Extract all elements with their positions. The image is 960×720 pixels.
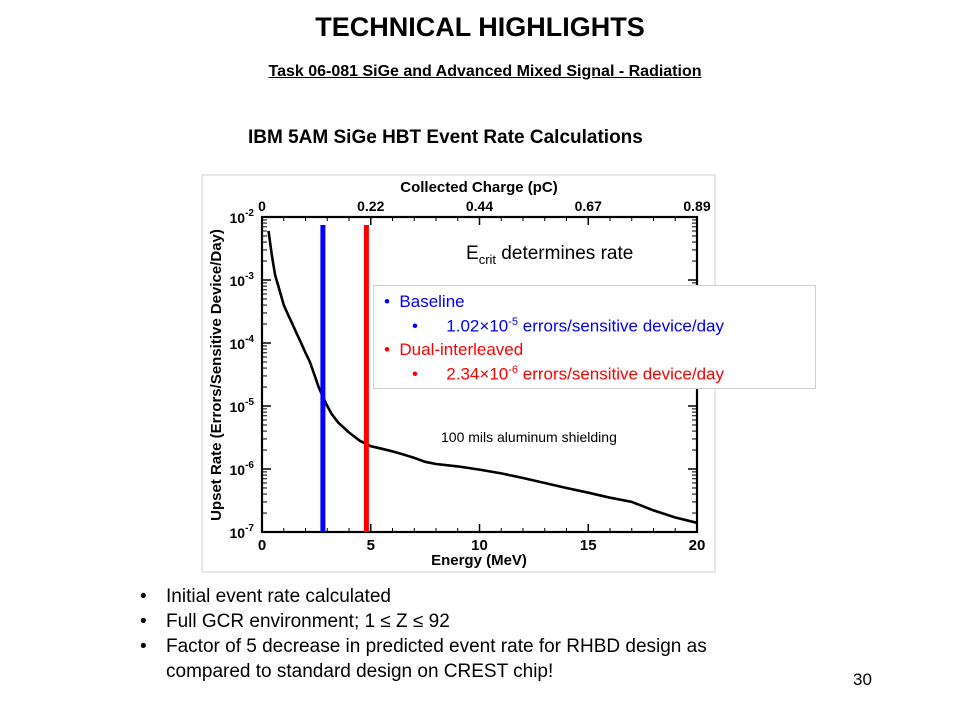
- x-tick-label: 20: [689, 537, 706, 554]
- rate-legend: • Baseline • 1.02×10-5 errors/sensitive …: [373, 285, 816, 389]
- baseline-times: ×10: [479, 316, 509, 336]
- y-tick-exp: -6: [245, 460, 254, 471]
- y-tick-label: 10-3: [230, 271, 255, 289]
- chart-title: IBM 5AM SiGe HBT Event Rate Calculations: [248, 127, 643, 148]
- x-tick-label: 15: [580, 537, 597, 554]
- y-tick-label: 10-5: [230, 397, 255, 415]
- legend-dual-rate: • 2.34×10-6 errors/sensitive device/day: [412, 364, 724, 384]
- page-number: 30: [853, 670, 872, 689]
- y-tick-base: 10: [230, 462, 246, 478]
- shielding-annotation: 100 mils aluminum shielding: [441, 429, 617, 445]
- ecrit-sub: crit: [479, 252, 497, 267]
- y-tick-exp: -5: [245, 397, 254, 408]
- ecrit-main: E: [466, 243, 479, 264]
- slide-subtitle: Task 06-081 SiGe and Advanced Mixed Sign…: [268, 63, 702, 80]
- y-tick-exp: -4: [245, 334, 254, 345]
- finding-item: • Full GCR environment; 1 ≤ Z ≤ 92: [140, 609, 707, 634]
- y-tick-base: 10: [230, 336, 246, 352]
- top-tick-label: 0.22: [357, 198, 384, 214]
- x-tick-label: 10: [471, 537, 488, 554]
- legend-baseline: • Baseline: [384, 292, 465, 311]
- top-tick-label: 0.89: [683, 198, 710, 214]
- dual-times: ×10: [479, 364, 509, 384]
- y-tick-exp: -2: [245, 208, 254, 219]
- finding-text: Full GCR environment; 1 ≤ Z ≤ 92: [166, 611, 450, 632]
- y-tick-label: 10-4: [230, 334, 255, 352]
- baseline-unit: errors/sensitive device/day: [518, 316, 724, 336]
- top-tick-label: 0.67: [575, 198, 602, 214]
- baseline-exp: -5: [508, 316, 519, 328]
- y-axis-label: Upset Rate (Errors/Sensitive Device/Day): [208, 229, 225, 521]
- dual-mantissa: 2.34: [446, 364, 480, 384]
- legend-dual-label: Dual-interleaved: [399, 340, 524, 359]
- top-axis-label: Collected Charge (pC): [400, 179, 558, 196]
- y-tick-label: 10-6: [230, 460, 255, 478]
- x-tick-label: 5: [367, 537, 375, 554]
- finding-item-continuation: compared to standard design on CREST chi…: [140, 659, 707, 684]
- finding-item: • Initial event rate calculated: [140, 584, 707, 609]
- x-tick-label: 0: [258, 537, 266, 554]
- findings-list: • Initial event rate calculated • Full GCR…: [140, 584, 707, 684]
- y-tick-label: 10-7: [230, 523, 255, 541]
- x-axis-label: Energy (MeV): [431, 552, 527, 569]
- bullet-glyph: •: [140, 586, 147, 607]
- finding-item: • Factor of 5 decrease in predicted event…: [140, 634, 707, 659]
- baseline-mantissa: 1.02: [446, 316, 480, 336]
- y-tick-exp: -3: [245, 271, 254, 282]
- bullet-glyph: •: [140, 636, 147, 657]
- y-tick-base: 10: [230, 399, 246, 415]
- top-tick-label: 0.44: [466, 198, 493, 214]
- finding-text: compared to standard design on CREST chi…: [166, 661, 554, 682]
- dual-exp: -6: [508, 364, 519, 376]
- finding-text: Initial event rate calculated: [166, 586, 391, 607]
- y-tick-base: 10: [230, 273, 246, 289]
- y-tick-label: 10-2: [230, 208, 255, 226]
- legend-dual: • Dual-interleaved: [384, 340, 524, 359]
- finding-text: Factor of 5 decrease in predicted event …: [166, 636, 707, 657]
- y-tick-base: 10: [230, 525, 246, 541]
- y-tick-exp: -7: [245, 523, 254, 534]
- slide-title: TECHNICAL HIGHLIGHTS: [315, 12, 645, 42]
- top-tick-label: 0: [258, 198, 266, 214]
- ecrit-annotation: Ecrit determines rate: [466, 243, 633, 267]
- legend-baseline-label: Baseline: [399, 292, 465, 311]
- bullet-glyph: •: [140, 611, 147, 632]
- ecrit-rest: determines rate: [496, 243, 633, 264]
- dual-unit: errors/sensitive device/day: [518, 364, 724, 384]
- legend-baseline-rate: • 1.02×10-5 errors/sensitive device/day: [412, 316, 724, 336]
- y-tick-base: 10: [230, 210, 246, 226]
